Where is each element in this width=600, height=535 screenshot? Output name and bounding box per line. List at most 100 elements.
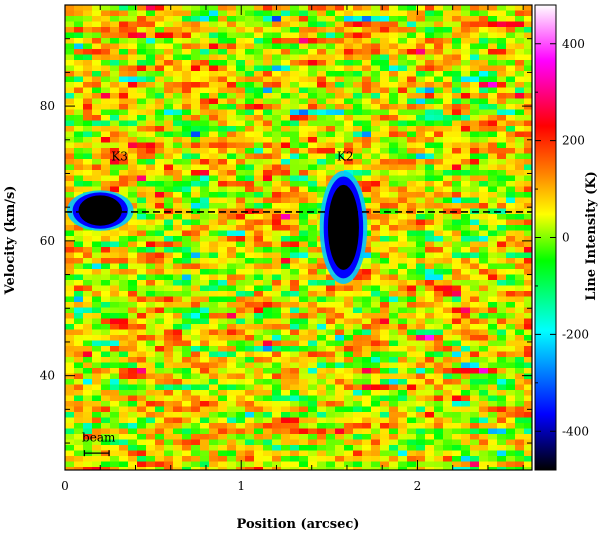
heatmap-cell: [272, 104, 282, 111]
heatmap-cell: [83, 318, 93, 325]
heatmap-cell: [515, 318, 525, 325]
heatmap-cell: [308, 362, 318, 369]
heatmap-cell: [380, 417, 390, 424]
heatmap-cell: [209, 186, 219, 193]
heatmap-cell: [65, 148, 75, 155]
heatmap-cell: [434, 296, 444, 303]
heatmap-cell: [479, 126, 489, 133]
heatmap-cell: [146, 258, 156, 265]
heatmap-cell: [434, 16, 444, 23]
heatmap-cell: [353, 467, 363, 470]
heatmap-cell: [245, 27, 255, 34]
heatmap-cell: [236, 93, 246, 100]
heatmap-cell: [290, 43, 300, 50]
heatmap-cell: [83, 313, 93, 320]
heatmap-cell: [317, 131, 327, 138]
heatmap-cell: [362, 346, 372, 353]
heatmap-cell: [299, 302, 309, 309]
heatmap-cell: [443, 428, 453, 435]
heatmap-cell: [74, 456, 84, 463]
heatmap-cell: [335, 357, 345, 364]
heatmap-cell: [425, 65, 435, 72]
heatmap-cell: [425, 285, 435, 292]
heatmap-cell: [119, 357, 129, 364]
heatmap-cell: [398, 456, 408, 463]
heatmap-cell: [245, 104, 255, 111]
heatmap-cell: [128, 82, 138, 89]
heatmap-cell: [245, 16, 255, 23]
heatmap-cell: [470, 76, 480, 83]
heatmap-cell: [101, 390, 111, 397]
heatmap-cell: [119, 456, 129, 463]
heatmap-cell: [110, 159, 120, 166]
heatmap-cell: [452, 82, 462, 89]
heatmap-cell: [191, 76, 201, 83]
heatmap-cell: [209, 153, 219, 160]
heatmap-cell: [272, 401, 282, 408]
heatmap-cell: [164, 307, 174, 314]
heatmap-cell: [164, 38, 174, 45]
heatmap-cell: [308, 329, 318, 336]
heatmap-cell: [254, 181, 264, 188]
heatmap-cell: [317, 318, 327, 325]
heatmap-cell: [452, 307, 462, 314]
heatmap-cell: [497, 274, 507, 281]
heatmap-cell: [488, 32, 498, 39]
heatmap-cell: [488, 159, 498, 166]
heatmap-cell: [65, 109, 75, 116]
heatmap-cell: [227, 346, 237, 353]
heatmap-cell: [335, 395, 345, 402]
heatmap-cell: [515, 93, 525, 100]
heatmap-cell: [425, 263, 435, 270]
heatmap-cell: [380, 148, 390, 155]
heatmap-cell: [146, 318, 156, 325]
heatmap-cell: [182, 131, 192, 138]
heatmap-cell: [326, 49, 336, 56]
heatmap-cell: [200, 401, 210, 408]
heatmap-cell: [452, 258, 462, 265]
heatmap-cell: [227, 49, 237, 56]
heatmap-cell: [182, 280, 192, 287]
heatmap-cell: [443, 456, 453, 463]
heatmap-cell: [326, 362, 336, 369]
heatmap-cell: [443, 219, 453, 226]
heatmap-cell: [65, 38, 75, 45]
heatmap-cell: [218, 329, 228, 336]
heatmap-cell: [209, 417, 219, 424]
heatmap-cell: [209, 43, 219, 50]
heatmap-cell: [155, 434, 165, 441]
heatmap-cell: [200, 307, 210, 314]
heatmap-cell: [245, 324, 255, 331]
heatmap-cell: [470, 263, 480, 270]
heatmap-cell: [218, 258, 228, 265]
heatmap-cell: [92, 285, 102, 292]
heatmap-cell: [461, 82, 471, 89]
heatmap-cell: [317, 368, 327, 375]
heatmap-cell: [155, 159, 165, 166]
heatmap-cell: [317, 109, 327, 116]
heatmap-cell: [317, 445, 327, 452]
heatmap-cell: [398, 252, 408, 259]
heatmap-cell: [92, 98, 102, 105]
heatmap-cell: [506, 109, 516, 116]
heatmap-cell: [191, 159, 201, 166]
heatmap-cell: [506, 456, 516, 463]
heatmap-cell: [497, 186, 507, 193]
heatmap-cell: [263, 329, 273, 336]
heatmap-cell: [110, 313, 120, 320]
heatmap-cell: [380, 16, 390, 23]
heatmap-cell: [272, 142, 282, 149]
heatmap-cell: [353, 60, 363, 67]
heatmap-cell: [416, 104, 426, 111]
heatmap-cell: [443, 27, 453, 34]
heatmap-cell: [200, 467, 210, 470]
heatmap-cell: [407, 296, 417, 303]
heatmap-cell: [200, 148, 210, 155]
heatmap-cell: [515, 291, 525, 298]
heatmap-cell: [299, 21, 309, 28]
heatmap-cell: [92, 247, 102, 254]
heatmap-cell: [416, 60, 426, 67]
heatmap-cell: [92, 10, 102, 17]
heatmap-cell: [83, 373, 93, 380]
heatmap-cell: [146, 439, 156, 446]
